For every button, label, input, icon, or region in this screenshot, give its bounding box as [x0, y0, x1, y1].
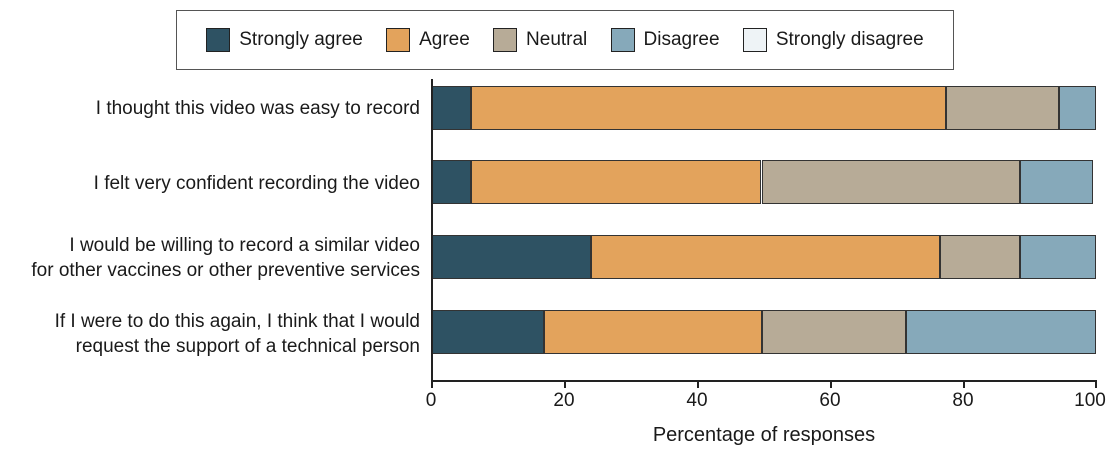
legend-swatch-strongly-agree [206, 28, 231, 52]
legend-item-agree: Agree [386, 28, 470, 52]
legend-swatch-strongly-disagree [742, 28, 767, 52]
row-label-line: for other vaccines or other preventive s… [31, 260, 420, 281]
legend-item-neutral: Neutral [493, 28, 587, 52]
chart-legend: Strongly agree Agree Neutral Disagree St… [176, 10, 954, 70]
legend-swatch-agree [386, 28, 411, 52]
bar-segment-neutral [940, 235, 1021, 279]
x-tick [431, 380, 433, 388]
bar-segment-agree [590, 235, 941, 279]
row-label-technical-support: If I were to do this again, I think that… [55, 309, 420, 359]
x-tick-label: 80 [952, 390, 974, 411]
bar-segment-neutral [761, 160, 1021, 204]
bar-segment-strongly-agree [431, 310, 545, 354]
bar-segment-disagree [1020, 160, 1093, 204]
legend-label-agree: Agree [419, 29, 470, 50]
legend-item-strongly-agree: Strongly agree [206, 28, 363, 52]
row-label-line: I felt very confident recording the vide… [93, 173, 420, 194]
bar-segment-agree [544, 310, 762, 354]
x-tick [963, 380, 965, 388]
legend-swatch-neutral [493, 28, 518, 52]
x-tick-label: 0 [425, 390, 437, 411]
row-label-willing-similar-video: I would be willing to record a similar v… [31, 233, 420, 283]
legend-label-neutral: Neutral [526, 29, 588, 50]
bar-row-2 [431, 235, 1097, 279]
legend-item-strongly-disagree: Strongly disagree [742, 28, 924, 52]
bar-segment-strongly-agree [431, 86, 471, 130]
legend-item-disagree: Disagree [610, 28, 720, 52]
x-tick-label: 100 [1074, 390, 1106, 411]
row-label-easy-to-record: I thought this video was easy to record [96, 96, 420, 121]
row-label-line: I would be willing to record a similar v… [69, 235, 420, 256]
x-tick-label: 60 [819, 390, 841, 411]
bar-row-1 [431, 160, 1097, 204]
y-axis-line [431, 79, 433, 380]
x-tick [564, 380, 566, 388]
bar-segment-neutral [946, 86, 1060, 130]
x-tick-label: 40 [686, 390, 708, 411]
x-axis-title: Percentage of responses [652, 424, 876, 446]
bar-segment-strongly-agree [431, 160, 471, 204]
bar-row-0 [431, 86, 1097, 130]
bar-segment-strongly-agree [431, 235, 591, 279]
row-label-confident: I felt very confident recording the vide… [94, 171, 420, 196]
bar-segment-neutral [761, 310, 907, 354]
bar-segment-agree [470, 86, 947, 130]
x-tick [1095, 380, 1097, 388]
bar-segment-disagree [906, 310, 1096, 354]
x-tick [830, 380, 832, 388]
bar-row-3 [431, 310, 1097, 354]
row-label-line: If I were to do this again, I think that… [54, 311, 420, 332]
x-tick-label: 20 [553, 390, 575, 411]
legend-label-disagree: Disagree [643, 29, 720, 50]
row-label-line: request the support of a technical perso… [75, 336, 420, 357]
row-label-line: I thought this video was easy to record [95, 98, 420, 119]
legend-swatch-disagree [610, 28, 635, 52]
bar-segment-disagree [1059, 86, 1096, 130]
legend-label-strongly-agree: Strongly agree [239, 29, 363, 50]
bar-segment-disagree [1020, 235, 1096, 279]
bar-segment-agree [470, 160, 762, 204]
x-tick [697, 380, 699, 388]
legend-label-strongly-disagree: Strongly disagree [775, 29, 924, 50]
x-axis-line [431, 380, 1097, 382]
